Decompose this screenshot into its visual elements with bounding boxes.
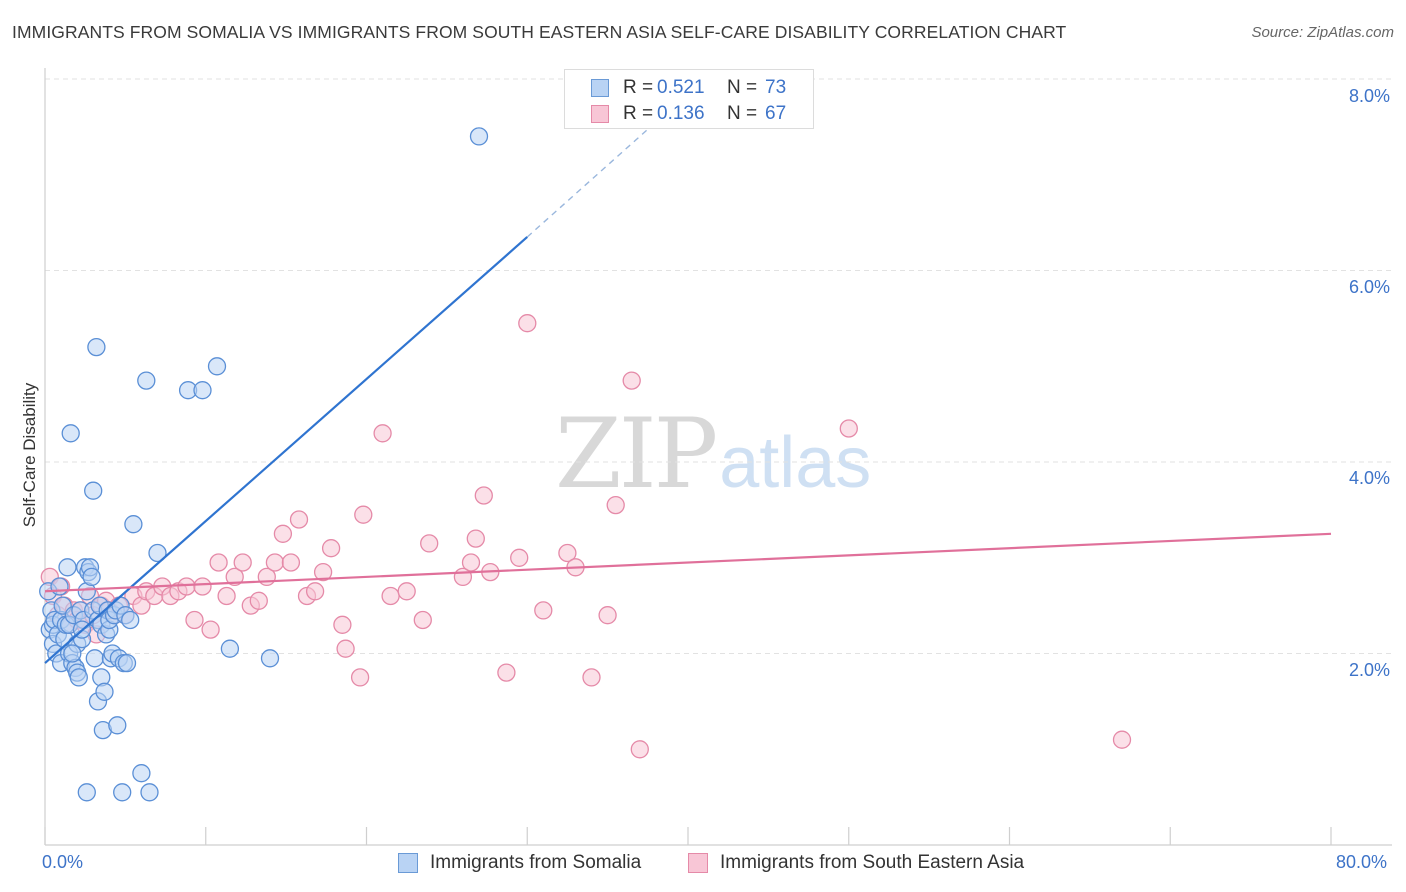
point-somalia xyxy=(82,567,101,587)
point-south-eastern-asia xyxy=(185,610,204,630)
trend-line-somalia-extension xyxy=(526,121,657,238)
point-south-eastern-asia xyxy=(313,562,333,582)
stats-legend: R = 0.521 N = 73 R = 0.136 N = 67 xyxy=(564,69,814,129)
point-somalia xyxy=(85,649,104,668)
legend-n-label: N = xyxy=(727,77,758,98)
point-south-eastern-asia xyxy=(582,668,601,687)
point-south-eastern-asia xyxy=(474,486,493,505)
legend-swatch-pink xyxy=(591,105,609,123)
point-somalia xyxy=(207,357,227,376)
bottom-legend-swatch-pink xyxy=(688,853,708,873)
point-south-eastern-asia xyxy=(510,548,529,567)
bottom-legend-swatch-blue xyxy=(398,853,418,873)
source-label: Source: ZipAtlas.com xyxy=(1251,24,1394,41)
series-pink-points xyxy=(40,314,1132,759)
point-south-eastern-asia xyxy=(209,553,228,572)
legend-n-label: N = xyxy=(727,103,758,124)
point-south-eastern-asia xyxy=(497,663,516,682)
point-south-eastern-asia xyxy=(413,610,432,630)
point-somalia xyxy=(469,127,489,146)
point-south-eastern-asia xyxy=(193,577,212,596)
point-south-eastern-asia xyxy=(225,567,244,587)
point-south-eastern-asia xyxy=(598,606,617,625)
point-somalia xyxy=(193,381,212,400)
chart-title: IMMIGRANTS FROM SOMALIA VS IMMIGRANTS FR… xyxy=(12,22,1067,42)
point-somalia xyxy=(148,543,167,563)
legend-r-value: 0.136 xyxy=(657,103,705,124)
bottom-legend-label: Immigrants from Somalia xyxy=(430,852,642,873)
y-tick-label: 8.0% xyxy=(1349,86,1391,106)
point-south-eastern-asia xyxy=(321,539,341,558)
point-south-eastern-asia xyxy=(1112,730,1132,749)
axes xyxy=(44,68,1392,846)
point-south-eastern-asia xyxy=(397,582,416,601)
point-somalia xyxy=(124,515,143,534)
x-tick-label-left: 0.0% xyxy=(42,852,84,872)
y-tick-label: 2.0% xyxy=(1349,660,1391,680)
point-south-eastern-asia xyxy=(350,668,370,687)
point-south-eastern-asia xyxy=(289,510,309,529)
bottom-legend-label: Immigrants from South Eastern Asia xyxy=(720,852,1025,873)
point-somalia xyxy=(58,558,77,577)
point-somalia xyxy=(117,653,137,673)
y-tick-label: 4.0% xyxy=(1349,468,1391,488)
point-south-eastern-asia xyxy=(373,424,392,443)
point-somalia xyxy=(220,639,240,658)
point-somalia xyxy=(77,783,96,802)
point-somalia xyxy=(121,610,140,630)
legend-row-somalia: R = 0.521 N = 73 xyxy=(565,76,813,102)
series-blue-points xyxy=(39,127,489,802)
legend-r-value: 0.521 xyxy=(657,77,705,98)
point-somalia xyxy=(260,649,280,668)
point-south-eastern-asia xyxy=(177,577,196,596)
y-axis-label: Self-Care Disability xyxy=(20,382,39,528)
point-south-eastern-asia xyxy=(622,371,641,390)
point-somalia xyxy=(87,337,106,357)
point-south-eastern-asia xyxy=(217,586,236,606)
point-south-eastern-asia xyxy=(281,553,301,572)
point-south-eastern-asia xyxy=(466,529,485,548)
legend-n-value: 67 xyxy=(765,103,787,124)
point-somalia xyxy=(132,764,151,783)
legend-n-value: 73 xyxy=(765,77,787,98)
point-south-eastern-asia xyxy=(265,553,285,572)
legend-r-label: R = xyxy=(623,103,654,124)
point-somalia xyxy=(84,481,103,500)
point-somalia xyxy=(63,644,82,663)
trend-line-somalia xyxy=(44,236,528,664)
y-tick-label: 6.0% xyxy=(1349,277,1391,297)
point-somalia xyxy=(95,682,114,701)
point-somalia xyxy=(61,424,80,443)
point-somalia xyxy=(140,783,159,802)
point-south-eastern-asia xyxy=(336,639,355,658)
legend-row-sea: R = 0.136 N = 67 xyxy=(565,102,813,128)
legend-r-label: R = xyxy=(623,77,654,98)
point-somalia xyxy=(108,716,127,735)
point-south-eastern-asia xyxy=(305,582,325,601)
point-south-eastern-asia xyxy=(381,586,400,606)
point-south-eastern-asia xyxy=(273,524,293,543)
legend-swatch-blue xyxy=(591,79,609,97)
point-somalia xyxy=(69,668,88,687)
point-south-eastern-asia xyxy=(201,620,220,639)
point-south-eastern-asia xyxy=(630,740,649,759)
trend-lines xyxy=(44,121,1332,664)
point-south-eastern-asia xyxy=(354,505,373,524)
point-south-eastern-asia xyxy=(534,601,553,620)
point-south-eastern-asia xyxy=(420,534,439,553)
x-tick-label-right: 80.0% xyxy=(1336,852,1388,872)
point-south-eastern-asia xyxy=(518,314,537,333)
trend-line-south-eastern-asia xyxy=(44,532,1332,593)
point-south-eastern-asia xyxy=(233,553,252,572)
point-south-eastern-asia xyxy=(606,495,625,515)
point-south-eastern-asia xyxy=(461,553,481,572)
point-somalia xyxy=(137,371,156,390)
point-south-eastern-asia xyxy=(249,591,268,610)
point-somalia xyxy=(50,577,69,596)
point-south-eastern-asia xyxy=(333,615,352,634)
point-south-eastern-asia xyxy=(558,543,577,563)
point-somalia xyxy=(113,783,132,802)
point-south-eastern-asia xyxy=(839,419,858,438)
